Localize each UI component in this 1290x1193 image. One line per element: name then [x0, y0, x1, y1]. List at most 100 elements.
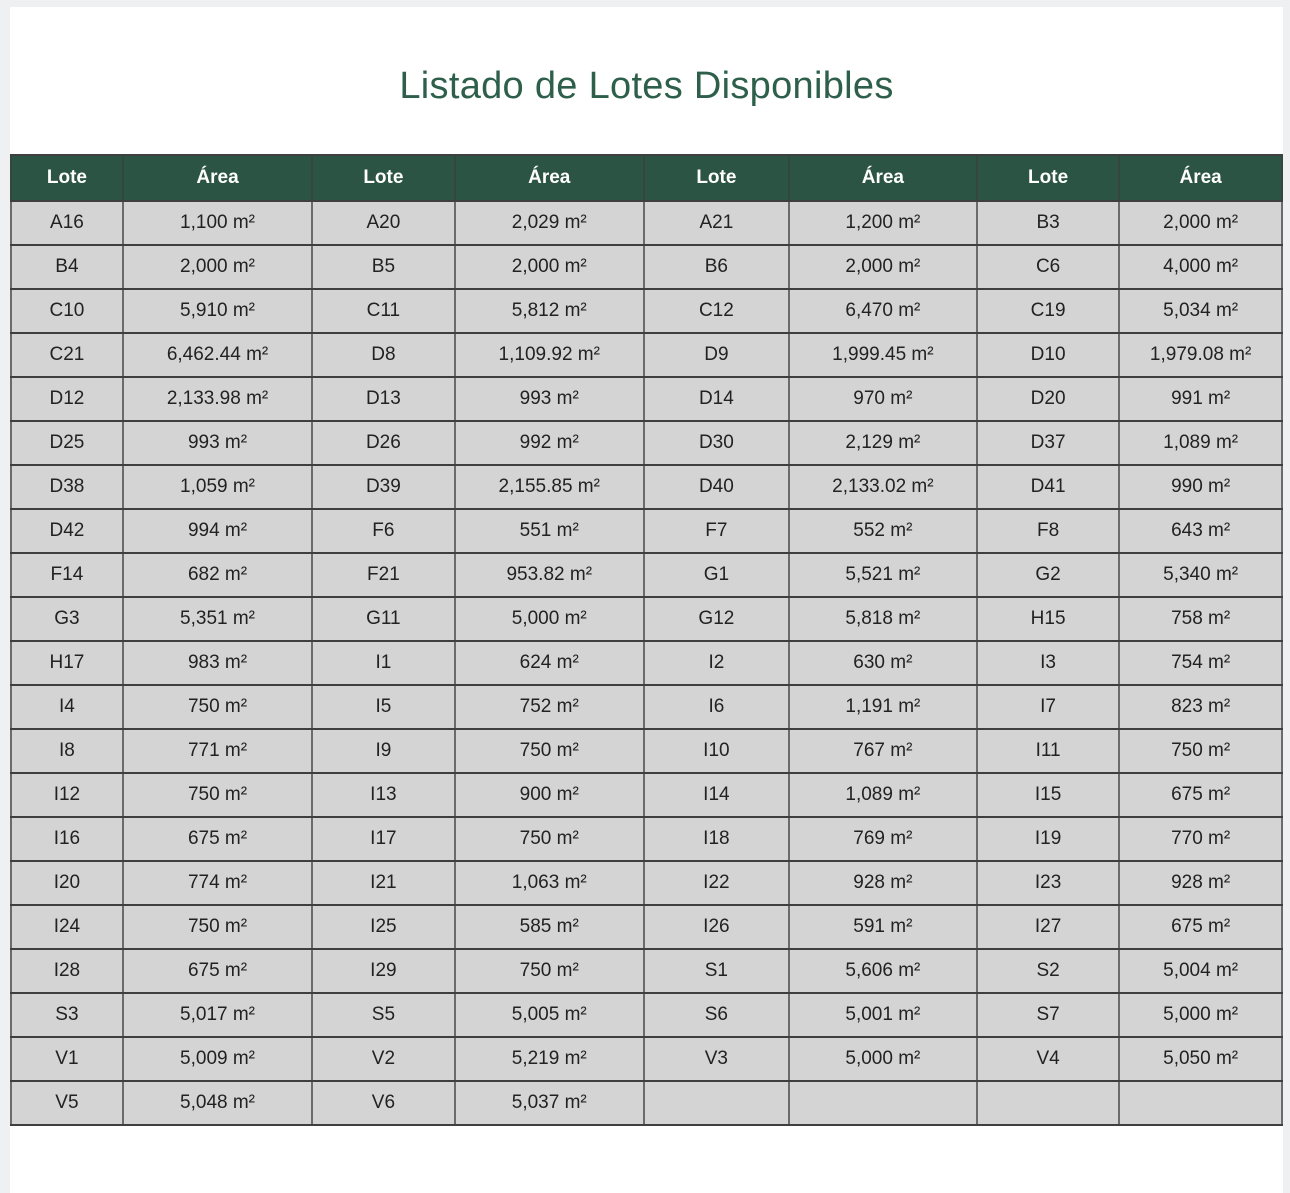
table-row: D12 2,133.98 m² D13 993 m² D14 970 m² D20 991 m… [10, 376, 1283, 422]
area-cell: 551 m² [453, 508, 645, 554]
lot-cell: I3 [975, 640, 1121, 686]
header-cell-lote: Lote [311, 154, 456, 202]
lot-cell: I19 [975, 816, 1121, 862]
area-cell [1118, 1080, 1283, 1126]
lot-cell: D42 [10, 508, 124, 554]
area-cell: 591 m² [787, 904, 978, 950]
table-row: V5 5,048 m² V6 5,037 m² [10, 1080, 1283, 1126]
table-row: I28 675 m² I29 750 m² S1 5,606 m² S2 5,004 m² [10, 948, 1283, 994]
lot-cell: A21 [642, 200, 790, 246]
lot-cell: D40 [642, 464, 790, 510]
lot-cell: I1 [311, 640, 456, 686]
lot-cell: D39 [311, 464, 456, 510]
lot-cell: V3 [642, 1036, 790, 1082]
area-cell: 750 m² [453, 948, 645, 994]
area-cell: 5,034 m² [1118, 288, 1283, 334]
lot-cell: I27 [975, 904, 1121, 950]
area-cell: 928 m² [1118, 860, 1283, 906]
table-row: A16 1,100 m² A20 2,029 m² A21 1,200 m² B3 2,000… [10, 200, 1283, 246]
table-row: I4 750 m² I5 752 m² I6 1,191 m² I7 823 m² [10, 684, 1283, 730]
area-cell: 4,000 m² [1118, 244, 1283, 290]
table-row: D38 1,059 m² D39 2,155.85 m² D40 2,133.02 m² D… [10, 464, 1283, 510]
lot-cell: I5 [311, 684, 456, 730]
area-cell: 750 m² [453, 816, 645, 862]
lot-cell: C10 [10, 288, 124, 334]
lot-cell: I18 [642, 816, 790, 862]
lot-cell: I16 [10, 816, 124, 862]
area-cell: 5,005 m² [453, 992, 645, 1038]
area-cell: 993 m² [121, 420, 314, 466]
lot-cell: S6 [642, 992, 790, 1038]
lot-cell: D8 [311, 332, 456, 378]
area-cell: 754 m² [1118, 640, 1283, 686]
area-cell: 769 m² [787, 816, 978, 862]
area-cell: 750 m² [1118, 728, 1283, 774]
lot-cell: D9 [642, 332, 790, 378]
area-cell: 675 m² [1118, 772, 1283, 818]
area-cell: 767 m² [787, 728, 978, 774]
area-cell: 1,999.45 m² [787, 332, 978, 378]
lot-cell: F21 [311, 552, 456, 598]
area-cell: 6,470 m² [787, 288, 978, 334]
area-cell: 2,133.98 m² [121, 376, 314, 422]
lot-cell: S1 [642, 948, 790, 994]
area-cell: 5,037 m² [453, 1080, 645, 1126]
area-cell: 2,000 m² [787, 244, 978, 290]
area-cell: 770 m² [1118, 816, 1283, 862]
area-cell: 643 m² [1118, 508, 1283, 554]
lot-cell: I4 [10, 684, 124, 730]
area-cell: 970 m² [787, 376, 978, 422]
lot-cell: D41 [975, 464, 1121, 510]
header-cell-area: Área [453, 154, 645, 202]
area-cell: 2,000 m² [453, 244, 645, 290]
table-row: V1 5,009 m² V2 5,219 m² V3 5,000 m² V4 5,050 m² [10, 1036, 1283, 1082]
lot-cell: C6 [975, 244, 1121, 290]
lot-cell: A16 [10, 200, 124, 246]
lot-cell: I29 [311, 948, 456, 994]
header-cell-area: Área [787, 154, 978, 202]
lot-cell [642, 1080, 790, 1126]
lot-cell: F14 [10, 552, 124, 598]
lot-cell: D38 [10, 464, 124, 510]
area-cell: 6,462.44 m² [121, 332, 314, 378]
area-cell: 5,340 m² [1118, 552, 1283, 598]
area-cell: 774 m² [121, 860, 314, 906]
table-row: I24 750 m² I25 585 m² I26 591 m² I27 675 m² [10, 904, 1283, 950]
lot-cell: D37 [975, 420, 1121, 466]
area-cell: 5,004 m² [1118, 948, 1283, 994]
area-cell: 992 m² [453, 420, 645, 466]
table-row: D25 993 m² D26 992 m² D30 2,129 m² D37 1,089 m² [10, 420, 1283, 466]
area-cell: 1,063 m² [453, 860, 645, 906]
area-cell: 5,521 m² [787, 552, 978, 598]
area-cell: 2,000 m² [121, 244, 314, 290]
lot-cell: H15 [975, 596, 1121, 642]
area-cell: 750 m² [121, 684, 314, 730]
area-cell: 750 m² [121, 772, 314, 818]
area-cell: 2,029 m² [453, 200, 645, 246]
area-cell: 1,059 m² [121, 464, 314, 510]
page-title: Listado de Lotes Disponibles [399, 65, 894, 107]
area-cell: 993 m² [453, 376, 645, 422]
lot-cell: G3 [10, 596, 124, 642]
lot-cell: F7 [642, 508, 790, 554]
area-cell: 1,191 m² [787, 684, 978, 730]
area-cell: 1,100 m² [121, 200, 314, 246]
lot-cell: I22 [642, 860, 790, 906]
area-cell [787, 1080, 978, 1126]
lot-cell: D14 [642, 376, 790, 422]
area-cell: 1,089 m² [787, 772, 978, 818]
area-cell: 991 m² [1118, 376, 1283, 422]
area-cell: 928 m² [787, 860, 978, 906]
area-cell: 900 m² [453, 772, 645, 818]
header-cell-area: Área [1118, 154, 1283, 202]
area-cell: 5,000 m² [453, 596, 645, 642]
lot-cell: G2 [975, 552, 1121, 598]
table-row: I8 771 m² I9 750 m² I10 767 m² I11 750 m² [10, 728, 1283, 774]
lot-cell: I21 [311, 860, 456, 906]
area-cell: 953.82 m² [453, 552, 645, 598]
lot-cell: I9 [311, 728, 456, 774]
area-cell: 5,910 m² [121, 288, 314, 334]
lot-cell: G12 [642, 596, 790, 642]
table-row: I12 750 m² I13 900 m² I14 1,089 m² I15 675 m² [10, 772, 1283, 818]
table-row: S3 5,017 m² S5 5,005 m² S6 5,001 m² S7 5,000 m² [10, 992, 1283, 1038]
